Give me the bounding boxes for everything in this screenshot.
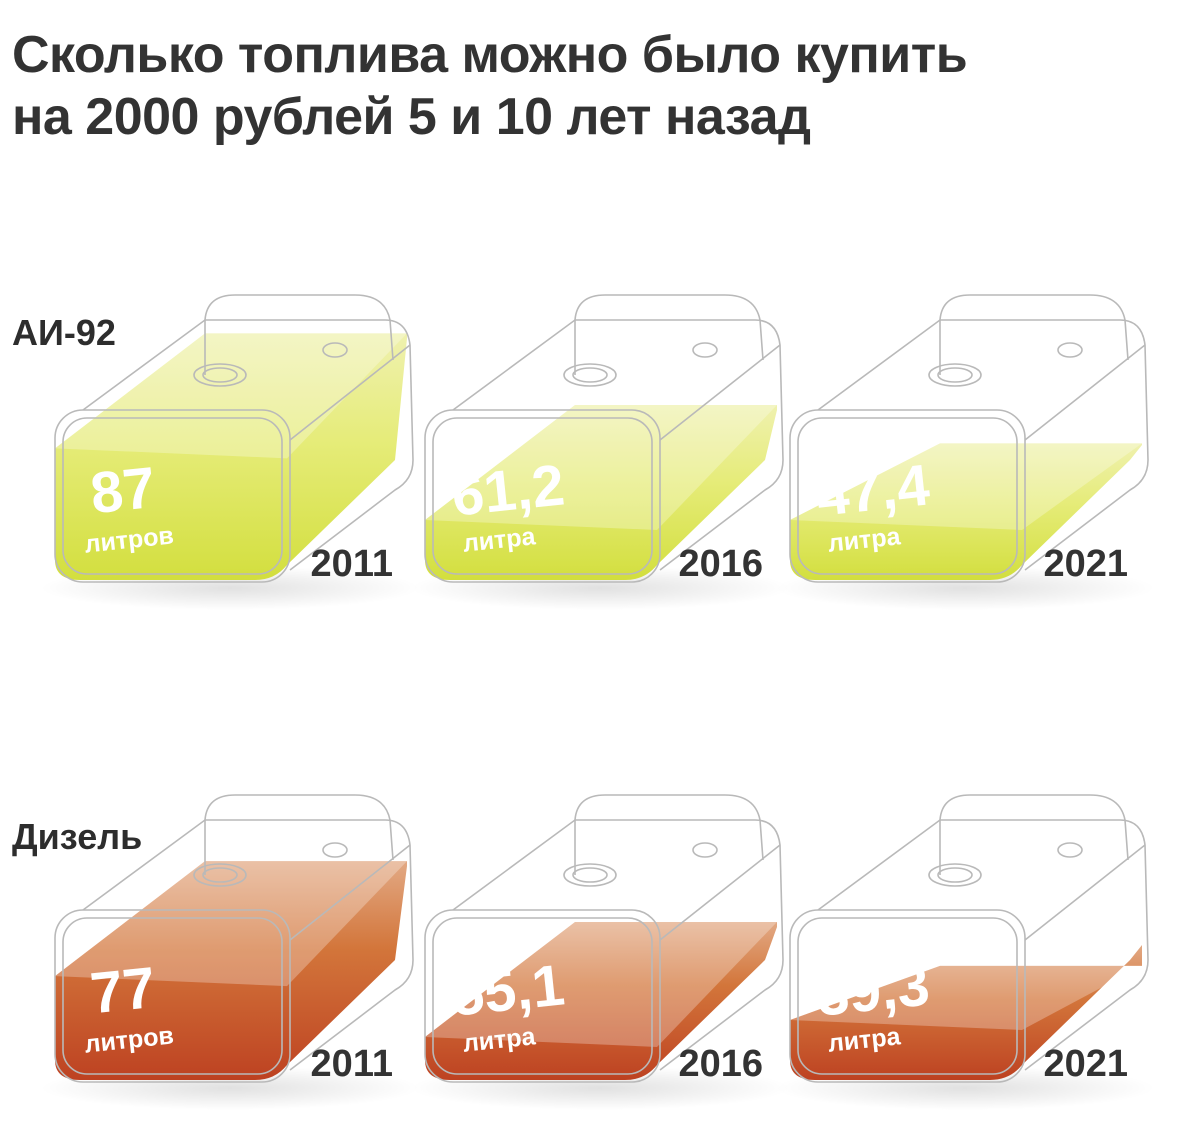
- title-line-1: Сколько топлива можно было купить: [12, 26, 968, 84]
- fuel-surface: [790, 443, 1142, 530]
- canister-front-outline: [789, 409, 1026, 583]
- canister-front-outline: [424, 909, 661, 1083]
- value-label: 47,4: [813, 452, 932, 528]
- canister-vent: [322, 842, 348, 858]
- chart-title: Сколько топлива можно было купить на 200…: [12, 24, 1182, 148]
- canister-cap: [563, 863, 617, 887]
- fuel-label-diesel: Дизель: [12, 816, 143, 857]
- canister-front-outline: [54, 409, 291, 583]
- year-label: 2016: [678, 1043, 763, 1085]
- fuel-label-ai92: АИ-92: [12, 312, 116, 353]
- year-label: 2011: [311, 1043, 393, 1085]
- canister-vent: [692, 842, 718, 858]
- fuel-fill-mark: [425, 405, 777, 580]
- canister-edge: [1024, 344, 1146, 441]
- canister-handle: [939, 294, 1129, 375]
- fuel-fill-mark: [790, 945, 1142, 1080]
- canister-front-inner-outline: [797, 917, 1018, 1075]
- canister-edge: [659, 844, 781, 941]
- canister-edge: [659, 344, 781, 441]
- canister-vent: [1057, 842, 1083, 858]
- fuel-surface: [55, 333, 407, 459]
- fuel-fill-mark: [425, 921, 777, 1080]
- canister-vent: [322, 342, 348, 358]
- value-label: 61,2: [448, 452, 567, 528]
- fuel-fill-mark: [55, 333, 407, 580]
- canister-edge: [289, 844, 411, 941]
- canister-handle: [574, 294, 764, 375]
- canister-front-inner-outline: [797, 417, 1018, 575]
- canister-cap: [193, 363, 247, 387]
- value-label: 55,1: [448, 952, 567, 1028]
- canister-cap-inner: [202, 367, 238, 383]
- canister-front-outline: [54, 909, 291, 1083]
- canister-cap-inner: [572, 867, 608, 883]
- canister-edge: [1024, 844, 1146, 941]
- canister-cap-inner: [937, 867, 973, 883]
- value-label: 39,3: [813, 952, 932, 1028]
- fuel-fill-mark: [55, 861, 407, 1080]
- canister-front-inner-outline: [62, 917, 283, 1075]
- year-label: 2016: [678, 543, 763, 585]
- fuel-surface: [790, 965, 1142, 1030]
- canister-front-outline: [424, 409, 661, 583]
- canister-handle: [574, 794, 764, 875]
- year-label: 2011: [311, 543, 393, 585]
- canister-front-inner-outline: [432, 917, 653, 1075]
- title-line-2: на 2000 рублей 5 и 10 лет назад: [12, 88, 811, 146]
- canister-cap-inner: [202, 867, 238, 883]
- canister-handle: [939, 794, 1129, 875]
- canister-vent: [1057, 342, 1083, 358]
- canister-front-inner-outline: [62, 417, 283, 575]
- year-label: 2021: [1043, 543, 1128, 585]
- canister-front-inner-outline: [432, 417, 653, 575]
- canister-cap: [928, 363, 982, 387]
- canister-handle: [204, 294, 394, 375]
- year-label: 2021: [1043, 1043, 1128, 1085]
- canister-cap: [928, 863, 982, 887]
- canister-cap: [193, 863, 247, 887]
- fuel-surface: [425, 405, 777, 530]
- canister-vent: [692, 342, 718, 358]
- canister-cap-inner: [937, 367, 973, 383]
- value-label: 77: [87, 955, 158, 1026]
- value-label: 87: [87, 455, 158, 526]
- canister-handle: [204, 794, 394, 875]
- canister-edge: [289, 344, 411, 441]
- canister-front-outline: [789, 909, 1026, 1083]
- fuel-surface: [425, 921, 777, 1047]
- canister-cap: [563, 363, 617, 387]
- fuel-fill-mark: [790, 443, 1142, 580]
- canister-cap-inner: [572, 367, 608, 383]
- fuel-surface: [55, 861, 407, 987]
